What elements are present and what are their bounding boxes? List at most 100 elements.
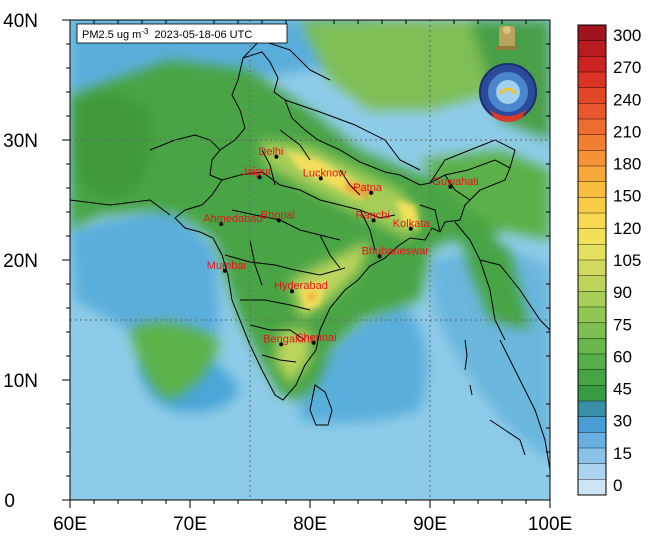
colorbar-label: 210 (613, 122, 641, 141)
city-marker (408, 226, 413, 231)
colorbar-swatch (577, 244, 607, 261)
colorbar-label: 180 (613, 155, 641, 174)
city-marker (377, 254, 382, 259)
colorbar-label: 30 (613, 412, 632, 431)
city-label: Bhubaneswar (362, 245, 430, 257)
sri-lanka-outline (309, 384, 333, 426)
colorbar-swatch (577, 24, 607, 42)
colorbar-swatch (577, 56, 607, 73)
colorbar-swatch (577, 385, 607, 402)
city-marker (318, 176, 323, 181)
x-tick-label: 100E (528, 514, 572, 535)
colorbar-swatch (577, 181, 607, 198)
colorbar-label: 90 (613, 283, 632, 302)
colorbar-swatch (577, 275, 607, 292)
colorbar-label: 45 (613, 380, 632, 399)
city-label: Patna (353, 182, 383, 194)
colorbar-frame (577, 24, 607, 496)
colorbar-swatch (577, 479, 607, 496)
title-text: PM2.5 ug m-3 2023-05-18-06 UTC (82, 27, 252, 41)
title-timestamp: 2023-05-18-06 UTC (154, 29, 252, 41)
city-label: Guwahati (432, 176, 478, 188)
title-prefix: PM2.5 ug m (82, 29, 141, 41)
city-label: Lucknow (303, 167, 346, 179)
title-box (76, 23, 288, 44)
india-outline (174, 51, 511, 401)
city-label: Chennai (296, 332, 337, 344)
city-label: Hyderabad (274, 280, 328, 292)
city-marker (279, 342, 284, 347)
colorbar-swatch (577, 212, 607, 230)
imd-seal-icon (479, 63, 537, 122)
city-label: Delhi (258, 146, 283, 158)
colorbar-swatch (577, 338, 607, 355)
y-tick-label: 0 (4, 491, 15, 512)
city-layer: Delhi Jaipur Lucknow Patna Guwahati Ahmedabad… (203, 146, 479, 347)
colorbar-label: 15 (613, 444, 632, 463)
y-tick-label: 20N (3, 251, 38, 272)
map-title: PM2.5 ug m-3 2023-05-18-06 UTC (76, 23, 288, 44)
colorbar-swatch (577, 322, 607, 339)
city-label: Mumbai (207, 260, 246, 272)
colorbar-swatch (577, 259, 607, 277)
hot-zones (285, 150, 420, 310)
colorbar-swatch (577, 150, 607, 167)
colorbar-label: 240 (613, 90, 641, 109)
colorbar-swatch (577, 306, 607, 324)
city-label: Kolkata (393, 218, 431, 230)
x-axis-labels: 60E 70E 80E 90E 100E (53, 514, 572, 535)
colorbar-swatch (577, 87, 607, 104)
city-marker (222, 268, 227, 273)
colorbar-swatch (577, 118, 607, 136)
lion-capital-icon (496, 26, 518, 50)
lat-lon-grid (70, 20, 550, 500)
city-label: Ahmedabad (203, 213, 262, 225)
city-marker (311, 340, 316, 345)
city-marker (276, 218, 281, 223)
city-marker (290, 289, 294, 294)
colorbar-swatch (577, 103, 607, 120)
colorbar-swatch (577, 463, 607, 480)
colorbar-swatch (577, 71, 607, 89)
minor-ticks (66, 20, 550, 504)
city-marker (219, 222, 224, 226)
city-marker (448, 184, 453, 189)
city-marker (257, 175, 262, 180)
x-tick-label: 60E (53, 514, 87, 535)
colorbar-label: 150 (613, 187, 641, 206)
colorbar-swatch (577, 416, 607, 433)
colorbar-swatch (577, 369, 607, 386)
colorbar-label: 60 (613, 347, 632, 366)
axis-ticks (62, 19, 551, 508)
colorbar-label: 300 (613, 26, 641, 45)
city-label: Jaipur (242, 166, 272, 178)
colorbar-swatch (577, 165, 607, 183)
colorbar-swatch (577, 432, 607, 449)
colorbar-label: 0 (613, 476, 622, 495)
y-tick-label: 10N (3, 371, 38, 392)
colorbar-swatch (577, 291, 607, 308)
city-label: Ranchi (356, 209, 390, 221)
colorbar-swatch (577, 197, 607, 214)
colorbar-label: 120 (613, 219, 641, 238)
x-tick-label: 70E (173, 514, 207, 535)
city-marker (274, 154, 279, 159)
pm25-field (70, 20, 550, 500)
colorbar-label: 270 (613, 58, 641, 77)
city-marker (369, 190, 374, 195)
x-tick-label: 80E (293, 514, 327, 535)
y-tick-label: 40N (3, 11, 38, 32)
colorbar-swatch (577, 353, 607, 371)
colorbar-swatch (577, 447, 607, 465)
colorbar-swatch (577, 228, 607, 245)
city-label: Bhopal (261, 209, 295, 221)
city-marker (371, 218, 376, 223)
y-axis-labels: 40N 30N 20N 10N 0 (3, 11, 38, 512)
y-tick-label: 30N (3, 131, 38, 152)
x-tick-label: 90E (413, 514, 447, 535)
colorbar-swatch (577, 134, 607, 151)
imd-emblem-logo (479, 26, 537, 122)
city-label: Bengaluru (263, 333, 313, 345)
